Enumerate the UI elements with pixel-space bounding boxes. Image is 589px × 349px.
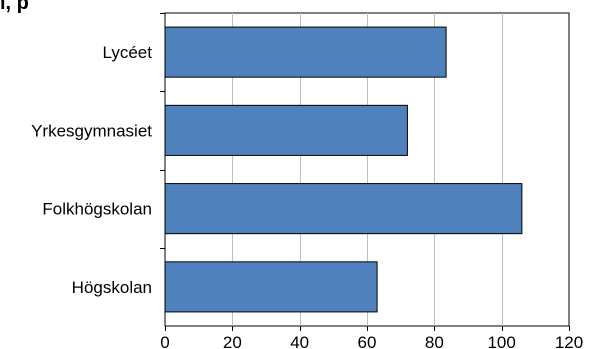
x-tick-label: 120 [555,333,583,349]
x-tick-label: 40 [290,333,309,349]
bar-högskolan [164,261,378,313]
chart-title-fragment: l, p [0,0,29,14]
bar-yrkesgymnasiet [164,104,408,156]
category-label: Lycéet [103,43,153,62]
category-label: Folkhögskolan [42,200,152,219]
category-label: Yrkesgymnasiet [31,121,152,140]
x-tick-label: 20 [223,333,242,349]
category-label: Högskolan [72,278,152,297]
category-labels: Lycéet Yrkesgymnasiet Folkhögskolan Högskol… [31,13,165,297]
x-tick-label: 100 [487,333,515,349]
bars [164,26,523,313]
x-tick-label: 0 [160,333,169,349]
x-tick-label: 60 [358,333,377,349]
bar-folkhögskolan [164,183,523,235]
x-axis: 0 20 40 60 80 100 120 [160,326,583,349]
x-tick-label: 80 [425,333,444,349]
bar-lycéet [164,26,447,78]
